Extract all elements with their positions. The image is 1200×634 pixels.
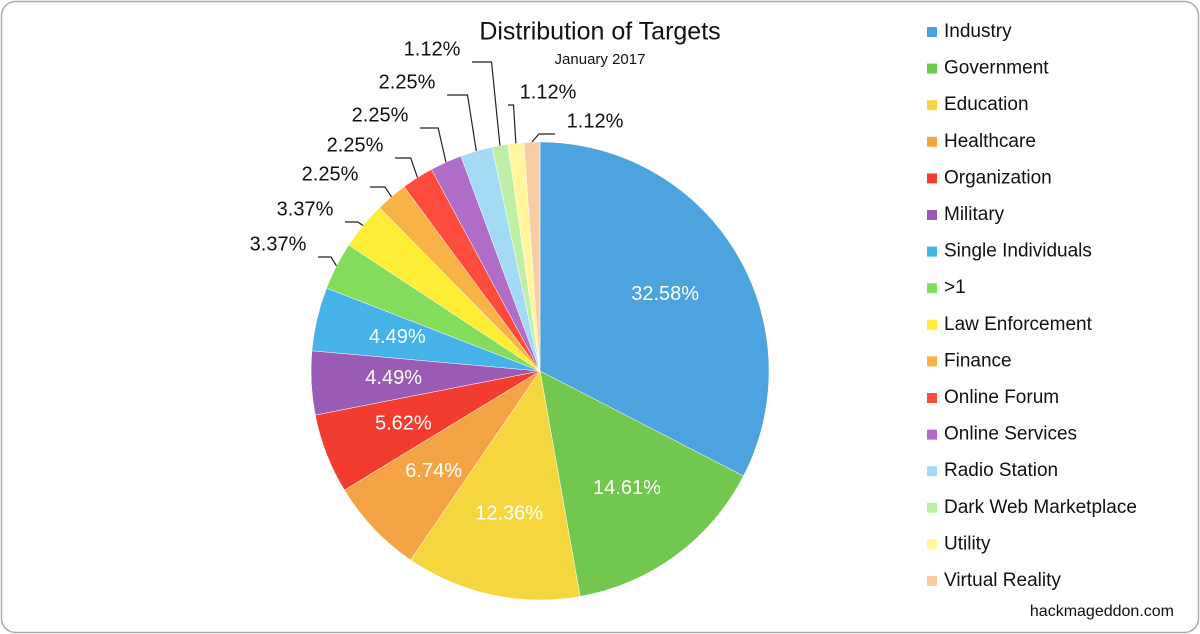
- legend-swatch: [927, 63, 937, 74]
- legend-label: Virtual Reality: [944, 570, 1061, 591]
- legend-swatch: [927, 283, 937, 294]
- slice-label: 3.37%: [277, 198, 334, 220]
- leader-line: [531, 133, 555, 143]
- leader-line: [447, 94, 477, 152]
- legend-label: Single Individuals: [944, 241, 1092, 262]
- legend-label: Government: [944, 58, 1049, 79]
- legend-label: Law Enforcement: [944, 314, 1093, 335]
- slice-label: 5.62%: [375, 412, 432, 434]
- legend-swatch: [927, 539, 937, 550]
- legend-swatch: [927, 576, 937, 586]
- slice-label: 1.12%: [567, 110, 624, 132]
- legend-label: Online Forum: [944, 387, 1059, 408]
- legend-label: Healthcare: [944, 131, 1036, 152]
- legend-label: Radio Station: [944, 460, 1058, 481]
- slice-label: 2.25%: [302, 163, 359, 185]
- leader-line: [370, 186, 392, 198]
- legend-label: Dark Web Marketplace: [944, 497, 1137, 518]
- legend-swatch: [927, 356, 937, 367]
- legend-swatch: [927, 136, 937, 147]
- slice-label: 2.25%: [379, 71, 436, 93]
- slice-label: 3.37%: [250, 233, 307, 255]
- slice-label: 14.61%: [593, 477, 661, 499]
- slice-label: 1.12%: [520, 81, 577, 103]
- slice-label: 32.58%: [631, 283, 699, 305]
- legend-swatch: [927, 173, 937, 184]
- legend-label: Military: [944, 204, 1005, 225]
- source-note: hackmageddon.com: [1030, 603, 1174, 620]
- pie-slice: [539, 141, 770, 477]
- legend-swatch: [927, 319, 937, 330]
- chart-title: Distribution of Targets: [479, 18, 720, 46]
- legend-swatch: [927, 100, 937, 111]
- chart-subtitle: January 2017: [555, 51, 646, 68]
- legend-label: Education: [944, 94, 1029, 115]
- leader-line: [508, 104, 517, 144]
- pie-slice: [539, 370, 744, 597]
- leader-line: [472, 61, 501, 146]
- legend-label: Industry: [944, 21, 1012, 42]
- legend-swatch: [927, 429, 937, 440]
- leader-line: [345, 221, 364, 227]
- legend-swatch: [927, 393, 937, 403]
- slice-label: 12.36%: [475, 503, 543, 525]
- legend-swatch: [927, 27, 937, 37]
- slice-label: 6.74%: [405, 460, 462, 482]
- slice-label: 4.49%: [365, 367, 422, 389]
- slice-label: 2.25%: [352, 104, 409, 126]
- legend-label: Online Services: [944, 424, 1077, 445]
- legend-swatch: [927, 246, 937, 257]
- legend-label: Finance: [944, 350, 1012, 371]
- leader-line: [420, 127, 447, 163]
- leader-line: [395, 157, 419, 178]
- legend-swatch: [927, 466, 937, 477]
- legend-swatch: [927, 210, 937, 220]
- slice-label: 2.25%: [327, 134, 384, 156]
- legend-swatch: [927, 502, 937, 513]
- slice-label: 1.12%: [404, 38, 461, 60]
- leader-line: [318, 256, 338, 267]
- legend-label: Utility: [944, 533, 991, 554]
- pie-slice: [410, 370, 581, 601]
- legend-label: >1: [944, 277, 966, 298]
- legend-label: Organization: [944, 167, 1052, 188]
- slice-label: 4.49%: [369, 326, 426, 348]
